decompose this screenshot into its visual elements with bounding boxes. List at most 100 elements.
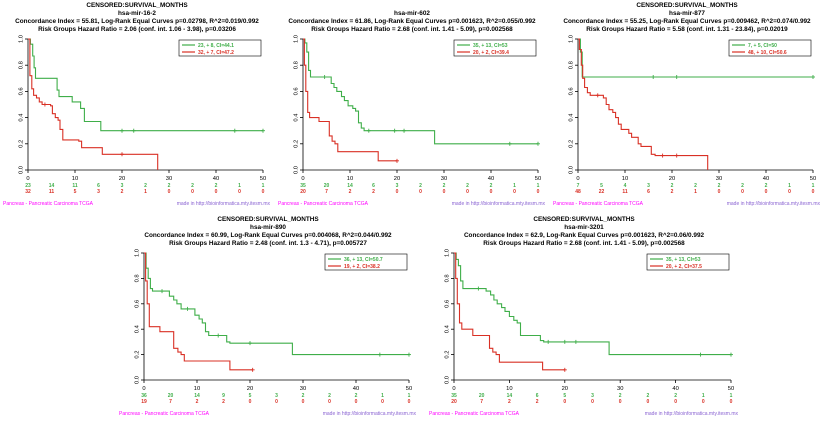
at-risk-count: 2 <box>718 183 721 189</box>
legend-label: 7, + 5, CI=50 <box>748 43 777 49</box>
at-risk-count: 0 <box>443 189 446 195</box>
x-tick-label: 40 <box>763 176 769 182</box>
plot-title-line: Risk Groups Hazard Ratio = 2.06 (conf. i… <box>38 26 236 33</box>
at-risk-count: 0 <box>168 189 171 195</box>
at-risk-count: 0 <box>730 399 733 405</box>
at-risk-count: 5 <box>74 189 77 195</box>
plot-title-line: CENSORED:SURVIVAL_MONTHS <box>533 216 635 223</box>
x-tick-label: 50 <box>260 176 266 182</box>
at-risk-count: 0 <box>275 399 278 405</box>
y-tick-label: 0.0 <box>569 166 575 174</box>
at-risk-count: 6 <box>536 393 539 399</box>
at-risk-count: 0 <box>408 399 411 405</box>
plot-title-line: Risk Groups Hazard Ratio = 2.68 (conf. i… <box>483 240 685 247</box>
at-risk-count: 2 <box>765 183 768 189</box>
at-risk-count: 22 <box>599 189 605 195</box>
x-tick-label: 0 <box>576 176 579 182</box>
plot-title-line: Concordance Index = 60.99, Log-Rank Equa… <box>144 232 392 239</box>
at-risk-count: 7 <box>480 399 483 405</box>
footer-source-link: made in http://bioinformatica.mty.itesm.… <box>323 411 417 417</box>
at-risk-count: 1 <box>238 183 241 189</box>
at-risk-count: 3 <box>97 189 100 195</box>
km-plot-hsa-mir-877: CENSORED:SURVIVAL_MONTHS hsa-mir-877 Conco… <box>552 2 822 210</box>
legend-box <box>728 39 812 57</box>
at-risk-count: 5 <box>249 393 252 399</box>
survival-curve-high-risk-group <box>144 252 409 356</box>
footer-cohort-label: Pancreas - Pancreatic Carcinoma TCGA <box>429 411 520 417</box>
at-risk-count: 6 <box>97 183 100 189</box>
at-risk-count: 19 <box>141 399 147 405</box>
legend-label: 35, + 13, CI=53 <box>473 43 508 49</box>
at-risk-count: 0 <box>490 189 493 195</box>
at-risk-count: 2 <box>168 183 171 189</box>
plot-header: CENSORED:SURVIVAL_MONTHS hsa-mir-16-2 Conc… <box>2 2 272 34</box>
plot-title-line: Concordance Index = 55.25, Log-Rank Equa… <box>563 18 811 25</box>
at-risk-count: 2 <box>647 393 650 399</box>
x-tick-label: 50 <box>728 386 734 392</box>
plot-title-line: hsa-mir-890 <box>250 224 286 231</box>
plot-title-line: Risk Groups Hazard Ratio = 2.68 (conf. i… <box>311 26 513 33</box>
y-tick-label: 1.0 <box>445 249 451 257</box>
at-risk-count: 14 <box>194 393 200 399</box>
x-tick-label: 20 <box>562 386 568 392</box>
at-risk-count: 0 <box>563 399 566 405</box>
y-tick-label: 0.4 <box>135 324 141 333</box>
y-tick-label: 0.8 <box>445 274 451 282</box>
at-risk-count: 1 <box>694 189 697 195</box>
plot-title-line: hsa-mir-877 <box>669 10 705 17</box>
at-risk-count: 35 <box>300 183 306 189</box>
x-tick-label: 40 <box>213 176 219 182</box>
at-risk-count: 35 <box>451 393 457 399</box>
survival-curve-low-risk-group <box>303 38 397 162</box>
at-risk-count: 20 <box>479 393 485 399</box>
at-risk-count: 0 <box>396 189 399 195</box>
plot-title-line: Concordance Index = 61.86, Log-Rank Equa… <box>288 18 536 25</box>
at-risk-count: 2 <box>215 183 218 189</box>
at-risk-count: 14 <box>347 183 353 189</box>
footer-cohort-label: Pancreas - Pancreatic Carcinoma TCGA <box>553 201 644 207</box>
x-tick-label: 10 <box>347 176 353 182</box>
x-tick-label: 0 <box>452 386 455 392</box>
at-risk-count: 0 <box>674 399 677 405</box>
y-tick-label: 0.8 <box>294 61 300 69</box>
at-risk-count: 7 <box>169 399 172 405</box>
legend-label: 35, + 13, CI=53 <box>666 257 701 263</box>
survival-curve-high-risk-group <box>454 252 731 356</box>
at-risk-count: 11 <box>49 189 55 195</box>
at-risk-count: 2 <box>694 183 697 189</box>
at-risk-count: 0 <box>419 189 422 195</box>
at-risk-count: 0 <box>466 189 469 195</box>
y-tick-label: 0.6 <box>445 300 451 308</box>
at-risk-count: 3 <box>591 393 594 399</box>
at-risk-count: 0 <box>619 399 622 405</box>
at-risk-count: 0 <box>765 189 768 195</box>
km-plot-svg: 0.00.20.40.60.81.00 10 20 30 40 507, + 5, CI=… <box>553 35 820 207</box>
x-tick-label: 30 <box>716 176 722 182</box>
plot-header: hsa-mir-602 Concordance Index = 61.86, Lo… <box>277 2 547 34</box>
legend-label: 32, + 7, CI=47.2 <box>198 50 234 56</box>
y-tick-label: 0.4 <box>445 324 451 333</box>
at-risk-count: 1 <box>513 183 516 189</box>
at-risk-count: 2 <box>196 399 199 405</box>
at-risk-count: 3 <box>275 393 278 399</box>
at-risk-count: 2 <box>355 393 358 399</box>
x-tick-label: 20 <box>247 386 253 392</box>
at-risk-count: 2 <box>419 183 422 189</box>
at-risk-count: 6 <box>647 189 650 195</box>
km-plot-hsa-mir-3201: CENSORED:SURVIVAL_MONTHS hsa-mir-3201 Conc… <box>428 216 740 420</box>
x-tick-label: 50 <box>810 176 816 182</box>
plot-title-line: Concordance Index = 55.81, Log-Rank Equa… <box>15 18 259 25</box>
at-risk-count: 7 <box>325 189 328 195</box>
at-risk-count: 2 <box>443 183 446 189</box>
survival-curve-high-risk-group <box>303 38 538 145</box>
at-risk-count: 2 <box>222 399 225 405</box>
at-risk-count: 4 <box>624 183 627 189</box>
legend-box <box>178 39 262 57</box>
at-risk-count: 2 <box>144 183 147 189</box>
x-tick-label: 50 <box>406 386 412 392</box>
y-tick-label: 0.8 <box>569 61 575 69</box>
x-tick-label: 0 <box>142 386 145 392</box>
y-tick-label: 0.6 <box>135 300 141 308</box>
